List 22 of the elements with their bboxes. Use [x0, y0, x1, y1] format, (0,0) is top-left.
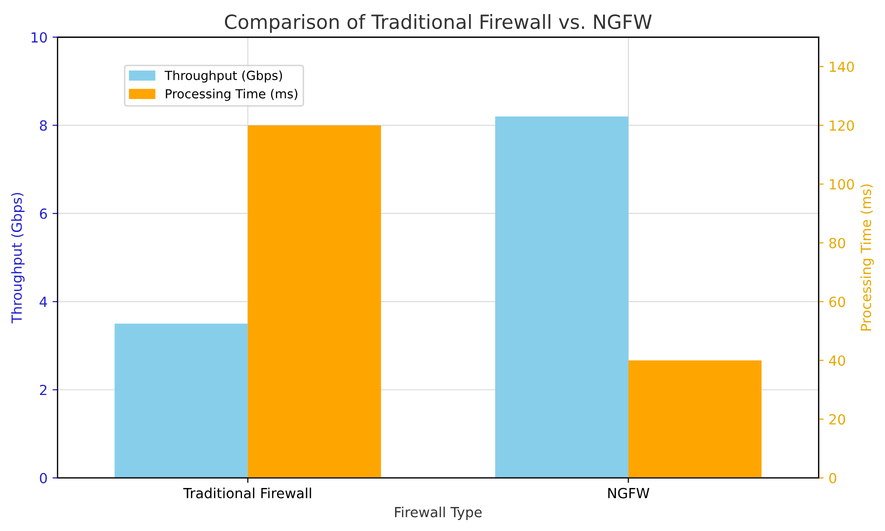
y-tick-label: 6 — [40, 208, 47, 219]
chart-title: Comparison of Traditional Firewall vs. NGFW — [224, 14, 652, 33]
y2-tick-label: 20 — [829, 414, 846, 425]
y2-tick-label: 80 — [829, 238, 846, 248]
y2-tick-label: 40 — [829, 355, 846, 366]
y-tick-label: 2 — [40, 384, 46, 396]
x-tick-label: NGFW — [608, 488, 650, 498]
legend-label: Throughput (Gbps) — [164, 70, 282, 83]
y-tick-label: 10 — [32, 32, 47, 43]
y2-tick-label: 60 — [829, 296, 846, 308]
y2-tick-label: 120 — [830, 120, 854, 131]
y-axis-title: Throughput (Gbps) — [11, 192, 25, 324]
x-axis-title: Firewall Type — [395, 506, 482, 520]
legend-label: Processing Time (ms) — [166, 88, 298, 101]
y2-tick-label: 140 — [830, 62, 854, 72]
x-tick-label: Traditional Firewall — [183, 488, 312, 498]
y2-axis-title: Processing Time (ms) — [860, 184, 874, 330]
y2-tick-label: 0 — [829, 472, 836, 484]
y-tick-label: 8 — [40, 120, 47, 131]
y-tick-label: 4 — [40, 296, 48, 307]
y-tick-label: 0 — [40, 472, 47, 484]
y2-tick-label: 100 — [830, 179, 854, 190]
